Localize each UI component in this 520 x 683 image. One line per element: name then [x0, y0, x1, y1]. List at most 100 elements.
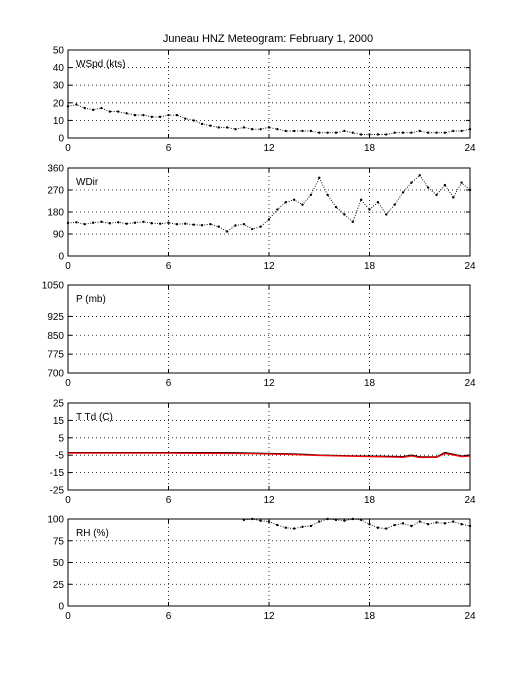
- rh-data-point: [259, 519, 262, 522]
- wspd-xtick-label: 24: [464, 143, 476, 154]
- rh-data-point: [301, 525, 304, 529]
- wspd-data-point: [376, 133, 380, 136]
- wdir-data-point: [351, 220, 354, 223]
- wspd-xtick-label: 0: [65, 143, 71, 154]
- wdir-data-point: [142, 220, 145, 223]
- wdir-data-point: [435, 193, 438, 197]
- pressure-xtick-label: 0: [65, 378, 71, 389]
- temperature-panel: -25 -15 -5 5 15 25 0 6 12 18 24 T Td (C): [50, 399, 476, 507]
- pressure-xtick-label: 6: [166, 378, 172, 389]
- rh-data-point: [359, 518, 363, 522]
- wdir-data-point: [460, 181, 463, 184]
- wdir-data-point: [267, 218, 271, 221]
- rh-data-point: [418, 520, 421, 523]
- wdir-data-point: [318, 176, 321, 179]
- wspd-ytick-label: 50: [53, 46, 65, 57]
- wdir-ytick-label: 270: [47, 186, 64, 197]
- wdir-xtick-label: 12: [263, 261, 275, 272]
- wspd-data-point: [142, 113, 145, 117]
- rh-ytick-label: 100: [47, 515, 64, 526]
- wdir-data-point: [75, 221, 78, 224]
- wdir-data-point: [326, 193, 329, 197]
- wspd-data-point: [468, 128, 472, 131]
- temperature-ytick-label: 15: [53, 416, 65, 427]
- wdir-data-point: [175, 223, 179, 226]
- wspd-data-point: [209, 124, 212, 127]
- rh-panel-label: RH (%): [76, 528, 109, 539]
- wspd-data-point: [167, 113, 170, 117]
- wdir-data-point: [452, 196, 455, 199]
- wdir-ytick-label: 180: [47, 208, 64, 219]
- rh-data-point: [385, 527, 388, 530]
- rh-data-point: [376, 526, 380, 529]
- wspd-ytick-label: 20: [53, 98, 65, 109]
- wdir-data-point: [292, 198, 296, 201]
- wdir-panel: 0 90 180 270 360 0 6 12 18 24 WDir: [47, 164, 476, 273]
- rh-xtick-label: 0: [65, 611, 71, 622]
- rh-data-point: [460, 523, 463, 526]
- wdir-data-point: [443, 183, 447, 187]
- temperature-ytick-label: -15: [50, 468, 65, 479]
- wdir-data-point: [393, 203, 396, 206]
- wspd-data-point: [418, 129, 421, 133]
- rh-xtick-label: 24: [464, 611, 476, 622]
- wdir-data-point: [234, 224, 237, 227]
- wdir-xtick-label: 0: [65, 261, 71, 272]
- wspd-data-point: [100, 106, 103, 110]
- rh-data-point: [242, 518, 246, 522]
- wspd-data-point: [452, 129, 455, 133]
- wspd-data-point: [192, 119, 195, 122]
- temperature-series-line: [68, 452, 471, 459]
- wdir-data-point: [418, 174, 421, 177]
- rh-data-point: [326, 517, 329, 521]
- rh-ytick-label: 25: [53, 580, 65, 591]
- wdir-data-point: [117, 221, 120, 224]
- rh-data-point: [276, 523, 279, 527]
- wspd-data-point: [225, 126, 229, 129]
- wspd-data-point: [301, 129, 304, 133]
- wspd-data-point: [276, 128, 279, 131]
- wspd-data-point: [343, 129, 346, 133]
- rh-data-point: [267, 520, 271, 523]
- wspd-panel-label: WSpd (kts): [76, 59, 125, 70]
- wspd-data-point: [359, 133, 363, 136]
- wdir-data-point: [150, 222, 153, 225]
- wspd-data-point: [460, 129, 463, 133]
- wdir-data-point: [217, 225, 220, 228]
- rh-data-point: [318, 520, 321, 523]
- wspd-data-point: [66, 105, 70, 108]
- wspd-ytick-label: 40: [53, 63, 65, 74]
- rh-data-point: [426, 523, 430, 526]
- wspd-data-point: [318, 131, 321, 134]
- wspd-data-point: [75, 103, 78, 106]
- rh-data-point: [435, 521, 438, 524]
- wdir-data-point: [301, 203, 304, 206]
- wdir-data-point: [225, 230, 229, 233]
- rh-data-point: [309, 524, 313, 528]
- wspd-data-point: [435, 131, 438, 134]
- rh-data-point: [368, 523, 371, 526]
- wspd-panel: 0 10 20 30 40 50 0 6 12 18 24 WSpd (kts): [53, 46, 476, 155]
- wspd-xtick-label: 18: [364, 143, 376, 154]
- wdir-data-point: [376, 201, 380, 204]
- wdir-data-point: [309, 193, 313, 197]
- wspd-xtick-label: 6: [166, 143, 172, 154]
- wdir-data-point: [401, 191, 405, 194]
- pressure-ytick-label: 700: [47, 369, 64, 380]
- rh-data-point: [351, 517, 354, 521]
- temperature-xtick-label: 0: [65, 495, 71, 506]
- rh-data-point: [334, 518, 338, 522]
- wspd-data-point: [251, 128, 254, 131]
- temperature-xtick-label: 6: [166, 495, 172, 506]
- wdir-xtick-label: 24: [464, 261, 476, 272]
- temperature-xtick-label: 18: [364, 495, 376, 506]
- wdir-data-point: [426, 186, 430, 189]
- wspd-data-point: [393, 131, 396, 134]
- temperature-plot-frame: [67, 402, 471, 491]
- rh-data-point: [410, 524, 413, 528]
- temperature-xtick-label: 24: [464, 495, 476, 506]
- wdir-data-point: [359, 198, 363, 201]
- wspd-data-point: [309, 129, 313, 133]
- wdir-ytick-label: 90: [53, 230, 65, 241]
